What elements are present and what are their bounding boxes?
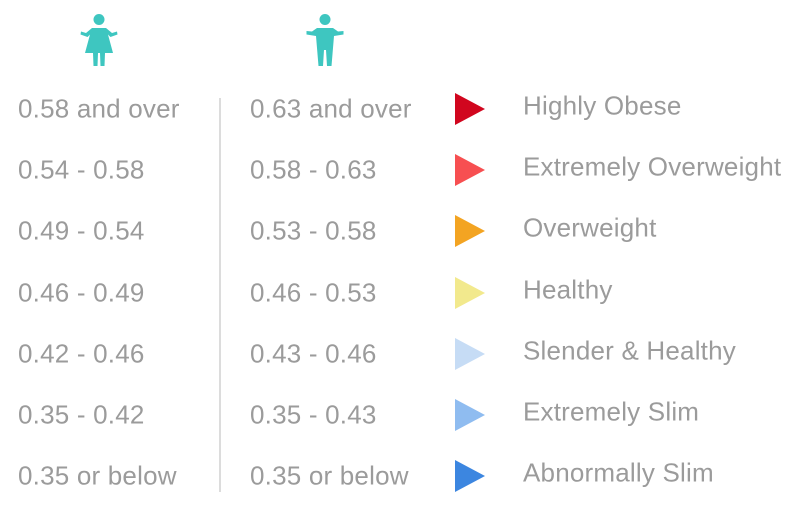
category-triangle-icon <box>455 215 485 248</box>
male-range: 0.35 or below <box>250 460 409 491</box>
category-label: Slender & Healthy <box>523 335 736 366</box>
category-label: Extremely Overweight <box>523 151 782 182</box>
category-triangle-icon <box>455 337 485 370</box>
male-range: 0.46 - 0.53 <box>250 277 377 308</box>
table-row: 0.35 - 0.42 0.35 - 0.43 Extremely Slim <box>0 384 804 445</box>
column-divider <box>219 98 221 492</box>
category-triangle-icon <box>455 276 485 309</box>
category-triangle-icon <box>455 399 485 432</box>
female-person-icon <box>79 13 119 67</box>
female-range: 0.54 - 0.58 <box>18 154 145 185</box>
female-range: 0.35 - 0.42 <box>18 399 145 430</box>
table-row: 0.42 - 0.46 0.43 - 0.46 Slender & Health… <box>0 323 804 384</box>
female-range: 0.46 - 0.49 <box>18 277 145 308</box>
male-range: 0.63 and over <box>250 93 412 124</box>
male-range: 0.43 - 0.46 <box>250 338 377 369</box>
category-triangle-icon <box>455 92 485 125</box>
table-row: 0.49 - 0.54 0.53 - 0.58 Overweight <box>0 201 804 262</box>
category-label: Overweight <box>523 212 657 243</box>
category-triangle-icon <box>455 153 485 186</box>
category-label: Abnormally Slim <box>523 457 714 488</box>
male-range: 0.58 - 0.63 <box>250 154 377 185</box>
female-range: 0.42 - 0.46 <box>18 338 145 369</box>
table-row: 0.58 and over 0.63 and over Highly Obese <box>0 78 804 139</box>
table-row: 0.54 - 0.58 0.58 - 0.63 Extremely Overwe… <box>0 139 804 200</box>
male-person-icon <box>305 13 345 67</box>
table-row: 0.35 or below 0.35 or below Abnormally S… <box>0 446 804 507</box>
table-row: 0.46 - 0.49 0.46 - 0.53 Healthy <box>0 262 804 323</box>
male-range: 0.53 - 0.58 <box>250 215 377 246</box>
female-range: 0.58 and over <box>18 93 180 124</box>
category-label: Healthy <box>523 274 613 305</box>
female-range: 0.35 or below <box>18 460 177 491</box>
category-triangle-icon <box>455 460 485 493</box>
category-label: Highly Obese <box>523 90 682 121</box>
male-range: 0.35 - 0.43 <box>250 399 377 430</box>
female-range: 0.49 - 0.54 <box>18 215 145 246</box>
category-label: Extremely Slim <box>523 396 700 427</box>
ratio-table: 0.58 and over 0.63 and over Highly Obese… <box>0 78 804 507</box>
